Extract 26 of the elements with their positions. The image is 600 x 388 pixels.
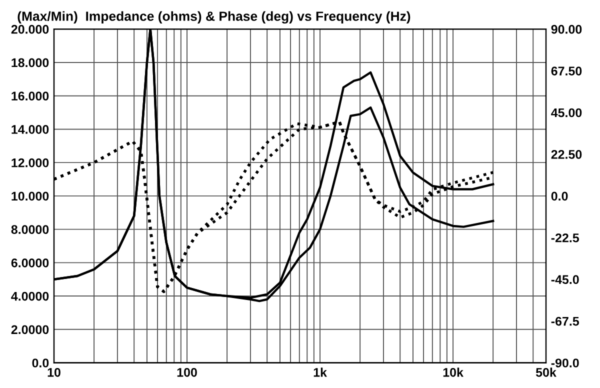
y-tick-label: 4.0000 xyxy=(11,292,49,301)
y2-tick-label: -45.0 xyxy=(551,275,579,284)
y-tick-label: 6.0000 xyxy=(11,258,49,268)
y-tick-label: 20.000 xyxy=(11,24,49,34)
y2-tick-label: 22.50 xyxy=(551,150,582,159)
y-tick-label: 8.0000 xyxy=(11,225,49,234)
x-tick-label: 10 xyxy=(48,368,60,377)
y-tick-label: 18.000 xyxy=(12,58,49,68)
y-tick-label: 12.000 xyxy=(12,158,49,168)
x-tick-label: 50k xyxy=(536,368,556,377)
y-tick-label: 2.0000 xyxy=(11,325,49,334)
y2-tick-label: 0.0 xyxy=(551,192,568,201)
x-tick-label: 1k xyxy=(314,368,327,377)
y-tick-label: 16.000 xyxy=(12,92,49,100)
y2-tick-label: 90.00 xyxy=(551,24,582,34)
y2-tick-label: -67.5 xyxy=(551,316,580,326)
x-tick-label: 10k xyxy=(443,368,464,377)
x-tick-label: 100 xyxy=(177,368,197,377)
y2-tick-label: -90.0 xyxy=(551,358,579,368)
chart-title: (Max/Min) Impedance (ohms) & Phase (deg) vs Frequency (Hz) xyxy=(18,11,410,24)
y2-tick-label: 45.00 xyxy=(551,108,582,118)
y-tick-label: 14.000 xyxy=(12,125,49,134)
y-tick-label: 10.000 xyxy=(12,192,49,201)
y2-tick-label: 67.50 xyxy=(551,66,582,76)
y2-tick-label: -22.5 xyxy=(551,233,580,242)
y-tick-label: 0.0 xyxy=(32,358,49,368)
